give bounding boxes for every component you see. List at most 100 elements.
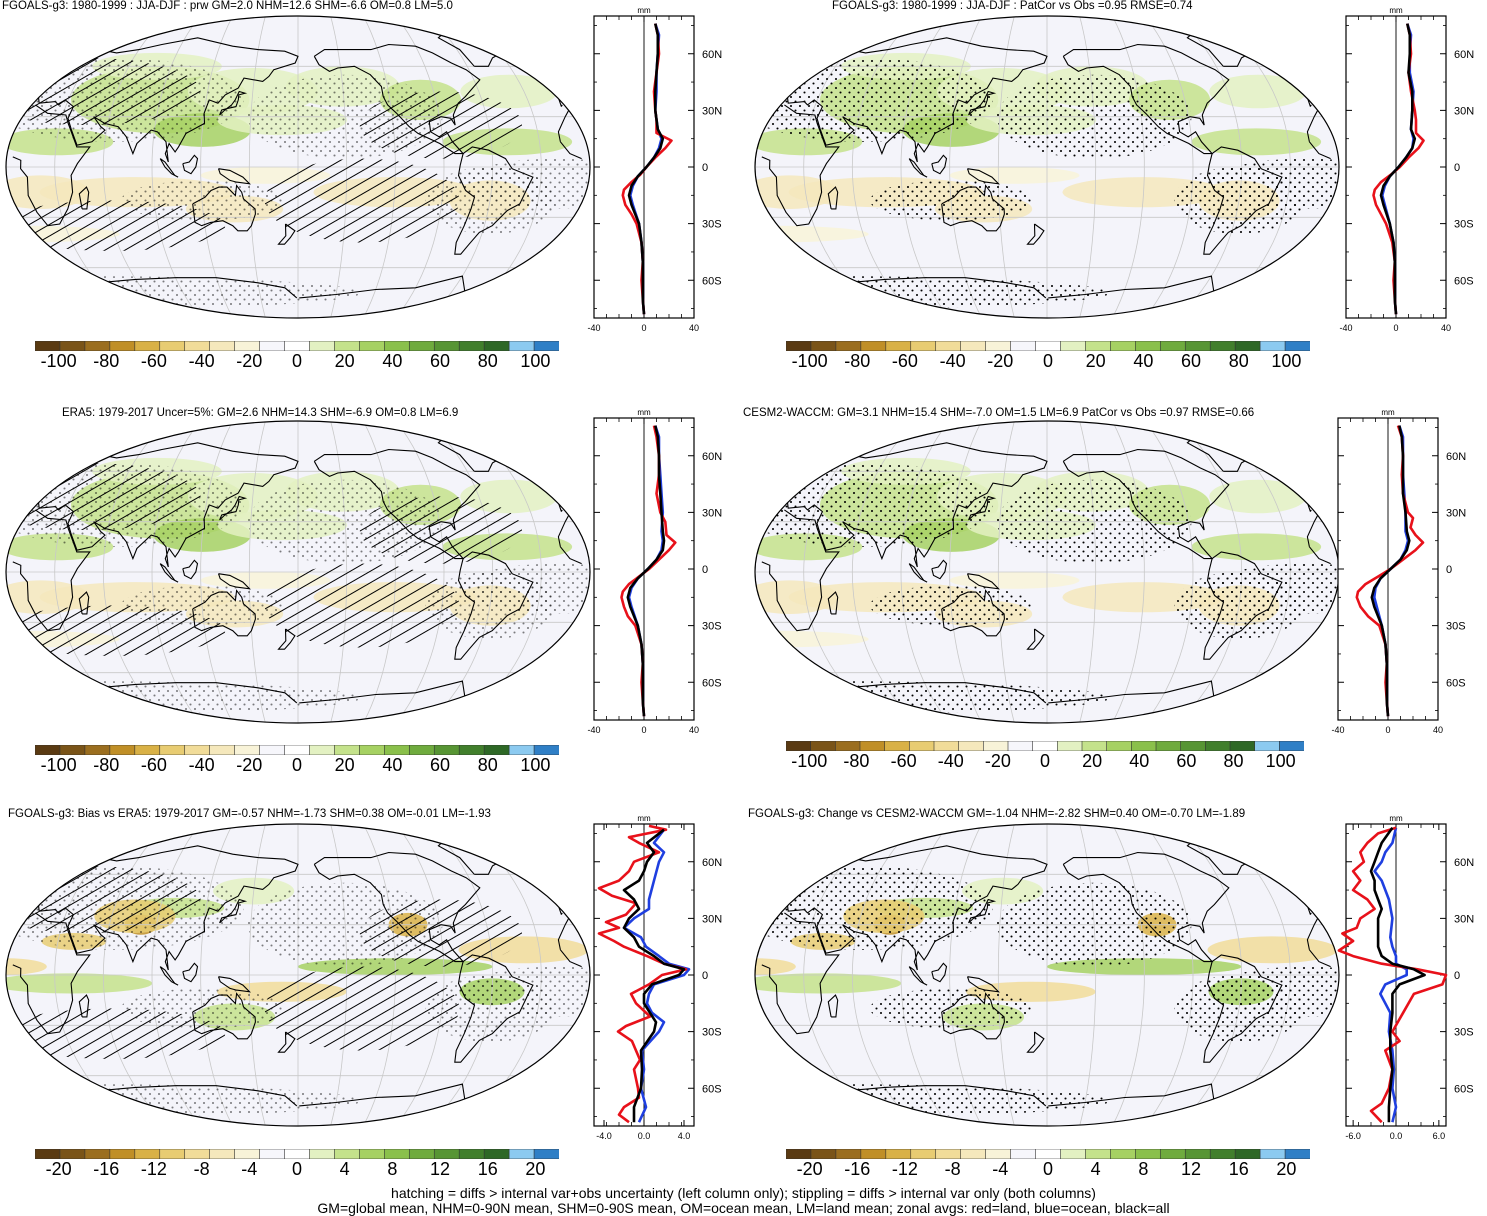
colorbar-tick-label: 16 bbox=[1228, 1159, 1249, 1179]
colorbar-swatch bbox=[84, 340, 111, 352]
panel-4-zonal-profile: mm -40 0 40 60N 30N 0 30S 60S bbox=[1322, 402, 1480, 752]
colorbar-swatch bbox=[960, 340, 987, 352]
coastline bbox=[454, 954, 534, 1063]
coastline bbox=[966, 573, 1001, 590]
coastline bbox=[559, 141, 582, 160]
colorbar-swatch bbox=[884, 740, 910, 752]
colorbar-tick-label: 60 bbox=[1176, 751, 1197, 771]
colorbar-tick-label: -4 bbox=[992, 1159, 1009, 1179]
colorbar-swatch bbox=[34, 744, 61, 756]
colorbar-swatch bbox=[134, 340, 161, 352]
coastline bbox=[908, 966, 928, 986]
colorbar-swatch bbox=[1035, 1148, 1062, 1160]
hatching-region bbox=[6, 605, 226, 656]
hatching-region bbox=[6, 200, 226, 251]
coastline bbox=[29, 37, 299, 163]
profile-x-tick-label: 40 bbox=[689, 725, 699, 735]
coastline bbox=[1308, 546, 1331, 565]
coastline bbox=[78, 591, 90, 615]
footer-note-1: hatching = diffs > internal var+obs unce… bbox=[391, 1185, 1096, 1201]
coastline bbox=[560, 912, 563, 915]
colorbar-swatch bbox=[1131, 740, 1157, 752]
coastline bbox=[544, 474, 558, 489]
colorbar-swatch bbox=[1035, 340, 1062, 352]
coastline bbox=[1062, 851, 1230, 963]
colorbar-swatch bbox=[1229, 740, 1256, 752]
panel-3-map bbox=[4, 419, 592, 725]
coastline bbox=[827, 591, 839, 615]
coastline bbox=[1203, 954, 1283, 1063]
stippling-region bbox=[425, 975, 555, 1043]
colorbar-swatch bbox=[384, 744, 410, 756]
colorbar-tick-label: 60 bbox=[1181, 351, 1202, 371]
colorbar-swatch bbox=[1254, 740, 1280, 752]
colorbar-swatch bbox=[458, 1148, 485, 1160]
colorbar-swatch bbox=[1209, 1148, 1236, 1160]
colorbar-tick-label: -12 bbox=[140, 1159, 167, 1179]
colorbar-tick-label: -60 bbox=[890, 751, 917, 771]
profile-y-tick-label: 0 bbox=[1454, 162, 1460, 174]
colorbar-swatch bbox=[408, 340, 435, 352]
colorbar-swatch bbox=[458, 744, 485, 756]
colorbar-3 bbox=[34, 742, 560, 756]
colorbar-swatch bbox=[209, 1148, 236, 1160]
colorbar-swatch bbox=[59, 1148, 86, 1160]
colorbar-4-labels: -100 -80 -60 -40 -20 0 20 40 60 80 100 bbox=[786, 751, 1304, 773]
coastline bbox=[1062, 43, 1230, 155]
profile-y-tick-label: 30S bbox=[1454, 1027, 1474, 1039]
profile-y-tick-label: 30N bbox=[702, 507, 722, 519]
map-border bbox=[754, 823, 1340, 1127]
panel-3-zonal-profile: mm -40 0 40 60N 30N 0 30S 60S bbox=[578, 402, 722, 752]
colorbar-swatch bbox=[359, 340, 385, 352]
field-anomaly-region bbox=[1209, 74, 1307, 109]
colorbar-swatch bbox=[1135, 1148, 1161, 1160]
colorbar-swatch bbox=[1085, 1148, 1111, 1160]
profile-unit-label: mm bbox=[1381, 408, 1395, 417]
profile-y-tick-label: 60N bbox=[702, 857, 722, 869]
zonal-mean-all-line bbox=[1379, 23, 1417, 315]
colorbar-swatch bbox=[508, 340, 535, 352]
colorbar-4 bbox=[785, 738, 1305, 752]
colorbar-swatch bbox=[209, 340, 236, 352]
profile-y-tick-label: 30S bbox=[702, 621, 722, 633]
colorbar-swatch bbox=[1060, 340, 1087, 352]
colorbar-swatch bbox=[508, 744, 535, 756]
colorbar-tick-label: -8 bbox=[193, 1159, 210, 1179]
profile-y-tick-label: 30S bbox=[702, 219, 722, 231]
colorbar-swatch bbox=[433, 340, 460, 352]
colorbar-swatch bbox=[1081, 740, 1108, 752]
colorbar-swatch bbox=[284, 1148, 311, 1160]
profile-x-tick-label: -4.0 bbox=[596, 1131, 612, 1141]
colorbar-tick-label: 80 bbox=[1223, 751, 1244, 771]
colorbar-swatch bbox=[408, 1148, 435, 1160]
coastline bbox=[1203, 146, 1283, 255]
profile-y-tick-label: 30S bbox=[702, 1027, 722, 1039]
colorbar-swatch bbox=[359, 744, 385, 756]
colorbar-swatch bbox=[259, 340, 286, 352]
coastline bbox=[277, 628, 296, 650]
profile-x-tick-label: 6.0 bbox=[1433, 1131, 1446, 1141]
colorbar-swatch bbox=[983, 740, 1009, 752]
map-border bbox=[754, 15, 1340, 319]
coastline bbox=[219, 90, 248, 116]
profile-y-tick-label: 0 bbox=[1454, 970, 1460, 982]
coastline bbox=[1026, 628, 1045, 650]
colorbar-tick-label: -20 bbox=[987, 351, 1014, 371]
coastline bbox=[931, 559, 948, 580]
colorbar-swatch bbox=[184, 1148, 211, 1160]
colorbar-swatch bbox=[933, 740, 960, 752]
colorbar-swatch bbox=[533, 1148, 560, 1160]
colorbar-swatch bbox=[835, 740, 861, 752]
colorbar-tick-label: 12 bbox=[1181, 1159, 1202, 1179]
stippling-region bbox=[869, 988, 1033, 1029]
panel-4-title: CESM2-WACCM: GM=3.1 NHM=15.4 SHM=-7.0 OM… bbox=[743, 407, 1255, 419]
colorbar-tick-label: 0 bbox=[1039, 751, 1051, 771]
colorbar-swatch bbox=[134, 1148, 161, 1160]
colorbar-swatch bbox=[334, 744, 360, 756]
panel-4-map bbox=[753, 419, 1341, 725]
colorbar-tick-label: 40 bbox=[382, 755, 403, 775]
profile-unit-label: mm bbox=[1389, 6, 1403, 15]
colorbar-tick-label: -20 bbox=[796, 1159, 823, 1179]
colorbar-tick-label: -16 bbox=[844, 1159, 871, 1179]
coastline bbox=[557, 108, 571, 142]
